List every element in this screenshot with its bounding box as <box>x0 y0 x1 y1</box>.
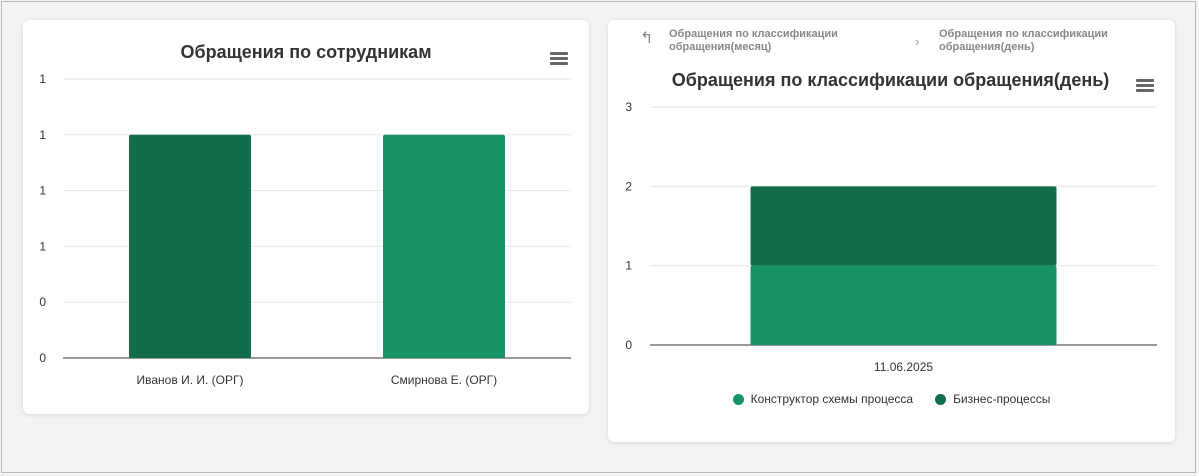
breadcrumb-month[interactable]: Обращения по классификации обращения(мес… <box>669 28 838 53</box>
y-tick-label: 0 <box>39 295 46 309</box>
legend: Конструктор схемы процесса Бизнес-процес… <box>608 392 1175 406</box>
chevron-right-icon: › <box>915 34 920 49</box>
y-tick-label: 3 <box>625 100 632 114</box>
x-tick-label: 11.06.2025 <box>874 360 933 374</box>
legend-label: Конструктор схемы процесса <box>750 392 914 406</box>
chart-title: Обращения по классификации обращения(ден… <box>671 70 1110 90</box>
bar-segment <box>750 265 1057 345</box>
classification-chart-card: ↰ Обращения по классификации обращения(м… <box>608 20 1175 442</box>
x-tick-label: Смирнова Е. (ОРГ) <box>391 373 497 387</box>
y-tick-label: 0 <box>625 338 632 352</box>
y-tick-label: 1 <box>39 72 46 86</box>
classification-stacked-bar-chart: 0 1 2 3 11.06.2025 <box>625 100 1157 374</box>
legend-marker <box>935 393 947 405</box>
employees-chart-card: Обращения по сотрудникам 0 0 1 1 1 1 Иванов И.… <box>23 20 589 414</box>
y-tick-label: 1 <box>625 259 632 273</box>
y-tick-label: 2 <box>625 179 632 193</box>
bar <box>383 134 505 358</box>
chart-title: Обращения по сотрудникам <box>180 42 432 62</box>
legend-marker <box>732 393 744 405</box>
x-tick-label: Иванов И. И. (ОРГ) <box>137 373 244 387</box>
legend-item[interactable]: Конструктор схемы процесса <box>732 392 914 406</box>
breadcrumb-day: Обращения по классификации обращения(ден… <box>939 28 1108 53</box>
drill-up-arrow-icon[interactable]: ↰ <box>640 30 654 47</box>
legend-item[interactable]: Бизнес-процессы <box>935 392 1050 406</box>
employees-bar-chart: 0 0 1 1 1 1 Иванов И. И. (ОРГ) Смирнова Е. (ОРГ… <box>39 72 571 387</box>
y-tick-label: 1 <box>39 128 46 142</box>
bar <box>129 134 251 358</box>
hamburger-menu-icon[interactable] <box>1136 79 1154 93</box>
hamburger-menu-icon[interactable] <box>550 52 568 66</box>
bar-segment <box>750 186 1057 266</box>
y-tick-label: 0 <box>39 351 46 365</box>
legend-label: Бизнес-процессы <box>953 392 1051 406</box>
y-tick-label: 1 <box>39 239 46 253</box>
y-tick-label: 1 <box>39 184 46 198</box>
